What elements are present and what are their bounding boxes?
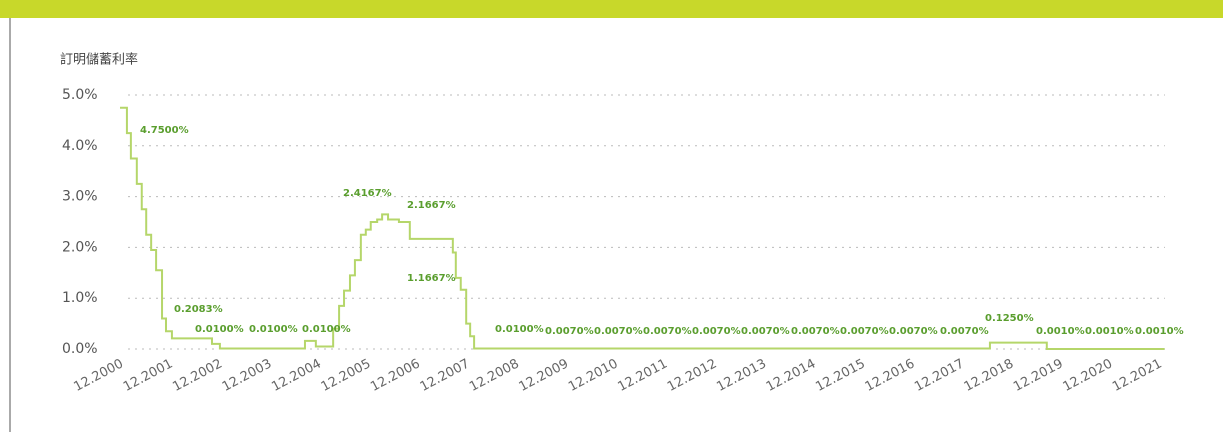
x-tick-label: 12.2002	[170, 356, 225, 394]
x-tick-label: 12.2000	[71, 356, 126, 394]
x-tick-label: 12.2016	[863, 356, 918, 394]
data-label: 0.0100%	[302, 324, 351, 335]
data-label: 0.0070%	[594, 326, 643, 337]
x-tick-label: 12.2001	[121, 356, 176, 394]
x-tick-label: 12.2020	[1061, 356, 1116, 394]
x-tick-label: 12.2010	[566, 356, 621, 394]
x-tick-label: 12.2003	[220, 356, 275, 394]
data-label: 1.1667%	[407, 273, 456, 284]
x-tick-label: 12.2007	[418, 356, 473, 394]
data-label: 0.0100%	[495, 324, 544, 335]
top-bar	[0, 0, 1223, 18]
rate-line	[120, 106, 1165, 350]
data-label: 0.0100%	[195, 324, 244, 335]
data-label: 0.0070%	[940, 326, 989, 337]
data-label: 0.1250%	[985, 313, 1034, 324]
data-label: 0.0070%	[889, 326, 938, 337]
y-tick-label: 4.0%	[62, 138, 98, 154]
x-tick-label: 12.2015	[813, 356, 868, 394]
data-label: 2.4167%	[343, 188, 392, 199]
x-tick-label: 12.2021	[1110, 356, 1165, 394]
data-label: 0.2083%	[174, 304, 223, 315]
x-tick-label: 12.2011	[615, 356, 670, 394]
data-label: 0.0070%	[643, 326, 692, 337]
data-label: 0.0010%	[1085, 326, 1134, 337]
y-tick-label: 1.0%	[62, 290, 98, 306]
x-tick-label: 12.2017	[912, 356, 967, 394]
data-label: 0.0070%	[545, 326, 594, 337]
y-tick-label: 0.0%	[62, 341, 98, 357]
data-label: 0.0070%	[741, 326, 790, 337]
chart-title: 訂明儲蓄利率	[60, 52, 138, 68]
data-label: 0.0070%	[791, 326, 840, 337]
x-tick-label: 12.2014	[764, 356, 819, 394]
x-tick-label: 12.2018	[962, 356, 1017, 394]
data-label: 2.1667%	[407, 200, 456, 211]
data-label: 0.0100%	[249, 324, 298, 335]
x-tick-label: 12.2012	[665, 356, 720, 394]
x-tick-label: 12.2009	[517, 356, 572, 394]
x-tick-label: 12.2005	[319, 356, 374, 394]
data-label: 0.0070%	[692, 326, 741, 337]
data-label: 0.0010%	[1135, 326, 1184, 337]
x-tick-label: 12.2013	[714, 356, 769, 394]
y-tick-label: 2.0%	[62, 239, 98, 255]
x-tick-label: 12.2019	[1011, 356, 1066, 394]
y-tick-label: 5.0%	[62, 87, 98, 103]
data-label: 0.0070%	[840, 326, 889, 337]
data-label: 4.7500%	[140, 125, 189, 136]
x-tick-label: 12.2006	[368, 356, 423, 394]
data-label: 0.0010%	[1036, 326, 1085, 337]
x-tick-label: 12.2008	[467, 356, 522, 394]
x-tick-label: 12.2004	[269, 356, 324, 394]
y-tick-label: 3.0%	[62, 189, 98, 205]
